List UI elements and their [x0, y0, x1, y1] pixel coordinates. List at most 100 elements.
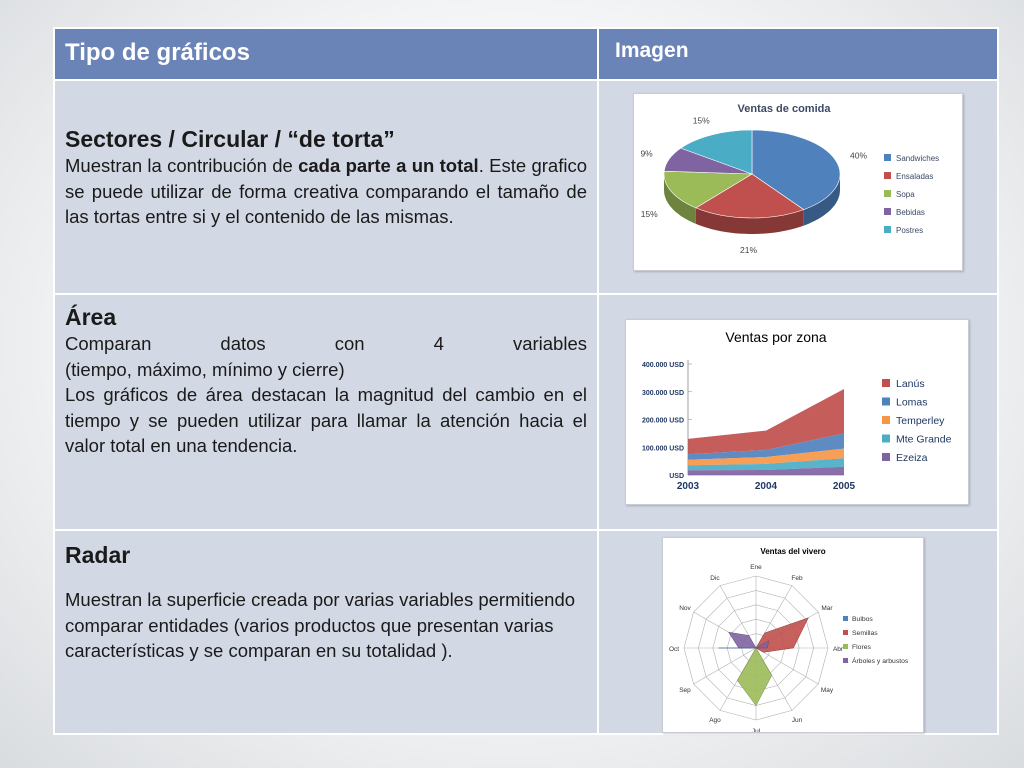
area-legend-swatch — [882, 453, 890, 461]
pie-legend-label: Postres — [896, 226, 923, 235]
area-chart-svg: Ventas por zona USD 100.000 USD 200.000 USD… — [642, 329, 952, 492]
area-y-tick-label: 200.000 USD — [642, 418, 684, 425]
area-legend-swatch — [882, 434, 890, 443]
pie-title: Sectores / Circular / “de torta” — [65, 126, 395, 152]
pie-legend-label: Ensaladas — [896, 172, 933, 181]
pie-image-cell: Ventas de comida 40% 21% 15% 9% 15% Sandwiches… — [597, 79, 999, 295]
radar-axis-label: Nov — [679, 605, 691, 612]
area-x-tick-label: 2004 — [755, 481, 778, 492]
radar-legend-label: Bulbos — [852, 616, 873, 623]
pie-slice-side — [664, 174, 696, 224]
radar-series-3 — [737, 647, 773, 707]
pie-data-label: 9% — [640, 149, 653, 159]
radar-desc: Muestran la superficie creada por varias… — [65, 589, 576, 661]
radar-axis-label: Jul — [752, 728, 761, 732]
pie-slice-side — [803, 174, 840, 226]
radar-axis-label: Dic — [710, 575, 720, 582]
area-legend-label: Ezeiza — [896, 452, 928, 464]
pie-slice-sopa — [663, 170, 754, 209]
radar-spoke — [693, 647, 757, 685]
radar-legend-label: Árboles y arbustos — [852, 656, 909, 665]
radar-axis-label: Ene — [750, 564, 762, 571]
radar-spoke — [755, 647, 819, 685]
area-chart-title: Ventas por zona — [725, 329, 826, 345]
pie-chart-title: Ventas de comida — [738, 103, 832, 115]
radar-legend-label: Flores — [852, 644, 871, 651]
header-image-label: Imagen — [615, 39, 689, 62]
pie-desc-end: . Este grafico se puede utilizar de form… — [65, 155, 587, 227]
pie-legend-swatch — [884, 226, 891, 233]
pie-slice-sandwiches — [751, 129, 841, 210]
radar-chart-svg: Ventas del vivero Ene Feb Mar Abr May Jun Jul Ag… — [669, 547, 909, 735]
area-legend-swatch — [882, 397, 890, 406]
pie-legend-swatch — [884, 172, 891, 179]
radar-legend-label: Semillas — [852, 630, 878, 637]
radar-axis-label: Sep — [679, 687, 691, 694]
area-legend-label: Lanús — [896, 378, 925, 390]
area-series-2 — [688, 433, 844, 460]
radar-axis-label: Mar — [821, 605, 833, 612]
area-description-cell: Área Comparan datos con 4 variables (tie… — [53, 293, 599, 531]
area-image-cell: Ventas por zona USD 100.000 USD 200.000 USD… — [597, 293, 999, 531]
pie-chart: Ventas de comida 40% 21% 15% 9% 15% Sandwiches… — [633, 93, 963, 271]
area-legend-label: Temperley — [896, 415, 945, 427]
pie-legend-label: Sandwiches — [896, 154, 939, 163]
area-legend-label: Mte Grande — [896, 434, 952, 446]
pie-legend-label: Bebidas — [896, 208, 925, 217]
area-chart: Ventas por zona USD 100.000 USD 200.000 USD… — [625, 319, 969, 505]
area-x-tick-label: 2005 — [833, 481, 856, 492]
pie-slice-postres — [680, 129, 753, 175]
radar-legend-swatch — [843, 616, 848, 621]
area-y-tick-label: 300.000 USD — [642, 390, 684, 397]
pie-data-label: 40% — [850, 151, 867, 161]
pie-desc-bold: cada parte a un total — [298, 155, 479, 176]
area-desc-line2: (tiempo, máximo, mínimo y cierre) — [65, 358, 345, 380]
area-desc-line1: Comparan datos con 4 variables — [65, 333, 587, 354]
radar-chart-title: Ventas del vivero — [760, 547, 825, 556]
header-chart-type: Tipo de gráficos — [53, 27, 599, 81]
radar-legend-swatch — [843, 644, 848, 649]
radar-axis-label: Oct — [669, 646, 679, 653]
area-series-1 — [688, 389, 844, 455]
area-series-4 — [688, 458, 844, 471]
area-desc-body: Los gráficos de área destacan la magnitu… — [65, 384, 587, 456]
area-y-tick-label: 400.000 USD — [642, 362, 684, 369]
table-row-area: Área Comparan datos con 4 variables (tie… — [53, 293, 999, 531]
table-row-radar: Radar Muestran la superficie creada por … — [53, 529, 999, 735]
pie-legend-label: Sopa — [896, 190, 915, 199]
area-title: Área — [65, 304, 117, 330]
pie-data-label: 15% — [693, 116, 710, 126]
area-series-5 — [688, 466, 844, 475]
radar-description-cell: Radar Muestran la superficie creada por … — [53, 529, 599, 735]
radar-axis-label: Feb — [791, 575, 803, 582]
radar-chart: Ventas del vivero Ene Feb Mar Abr May Jun Jul Ag… — [662, 537, 924, 735]
radar-legend-swatch — [843, 658, 848, 663]
pie-description-cell: Sectores / Circular / “de torta” Muestra… — [53, 79, 599, 295]
table-row-pie: Sectores / Circular / “de torta” Muestra… — [53, 79, 999, 295]
area-y-tick-label: 100.000 USD — [642, 445, 684, 452]
radar-axis-label: May — [821, 687, 834, 694]
radar-axis-label: Abr — [833, 646, 844, 653]
area-series-3 — [688, 448, 844, 466]
radar-title: Radar — [65, 542, 131, 568]
pie-slice-side — [695, 207, 804, 234]
area-x-tick-label: 2003 — [677, 481, 700, 492]
area-legend-swatch — [882, 416, 890, 424]
pie-legend-swatch — [884, 190, 891, 197]
pie-data-label: 21% — [740, 245, 757, 255]
area-legend-swatch — [882, 379, 890, 387]
radar-axis-label: Ago — [709, 717, 721, 724]
radar-series-4 — [728, 631, 769, 649]
area-y-tick-label: USD — [669, 473, 684, 480]
radar-series-2 — [755, 617, 809, 653]
header-chart-type-label: Tipo de gráficos — [65, 39, 250, 66]
pie-slice-ensaladas — [695, 173, 805, 219]
pie-legend-swatch — [884, 208, 891, 215]
header-image: Imagen — [597, 27, 999, 81]
radar-axis-label: Jun — [792, 717, 803, 724]
pie-chart-svg: Ventas de comida 40% 21% 15% 9% 15% Sandwiches… — [640, 103, 939, 255]
pie-data-label: 15% — [641, 209, 658, 219]
comparison-table: Tipo de gráficos Imagen Sectores / Circu… — [53, 27, 999, 735]
pie-desc-start: Muestran la contribución de — [65, 155, 299, 176]
pie-legend-swatch — [884, 154, 891, 161]
